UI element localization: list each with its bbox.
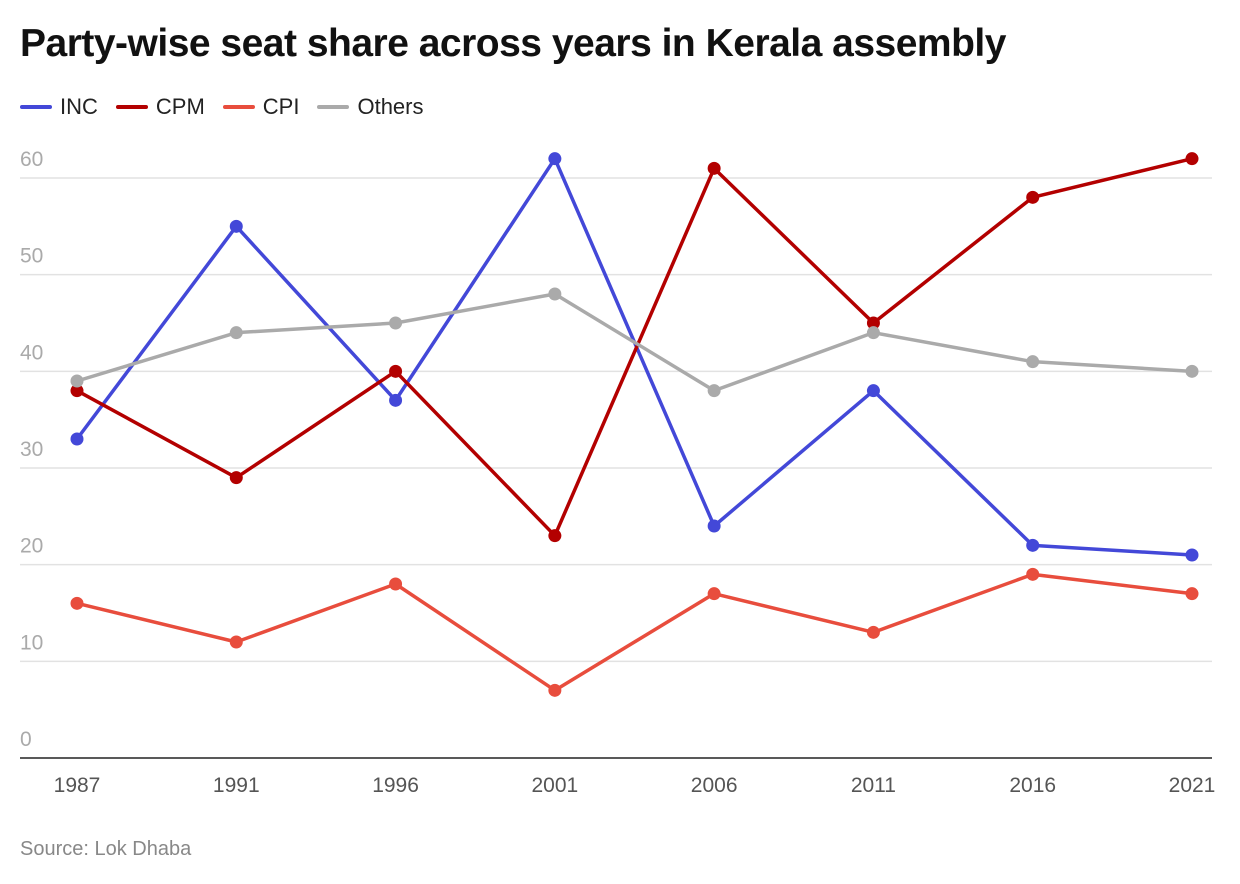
- data-point-cpi: [866, 625, 880, 639]
- legend-item-others: Others: [317, 94, 424, 120]
- legend-label: CPI: [262, 94, 300, 119]
- data-point-cpi: [70, 596, 84, 610]
- data-point-cpm: [707, 161, 721, 175]
- data-point-cpi: [229, 635, 243, 649]
- data-point-cpm: [389, 364, 403, 378]
- legend-label: INC: [60, 94, 98, 119]
- y-tick-label: 60: [20, 148, 43, 171]
- data-point-others: [548, 287, 562, 301]
- data-point-cpm: [866, 316, 880, 330]
- data-point-others: [707, 384, 721, 398]
- x-tick-label: 1987: [54, 774, 101, 797]
- data-point-others: [229, 326, 243, 340]
- data-point-inc: [866, 384, 880, 398]
- source-note: Source: Lok Dhaba: [20, 838, 192, 860]
- y-tick-label: 10: [20, 631, 43, 654]
- y-tick-label: 30: [20, 438, 43, 461]
- legend: INC CPM CPI Others: [20, 94, 424, 120]
- data-point-inc: [548, 152, 562, 166]
- y-tick-label: 40: [20, 341, 43, 364]
- data-point-others: [1185, 364, 1199, 378]
- data-point-inc: [229, 219, 243, 233]
- series-line-others: [76, 292, 1193, 393]
- data-point-inc: [707, 519, 721, 533]
- y-tick-label: 50: [20, 245, 43, 268]
- legend-label: Others: [357, 94, 424, 119]
- x-tick-label: 2011: [851, 774, 896, 797]
- legend-item-cpm: CPM: [115, 94, 205, 120]
- series-line-inc: [75, 156, 1193, 557]
- x-tick-label: 1991: [213, 774, 260, 797]
- data-point-inc: [389, 393, 403, 407]
- legend-swatch: [20, 105, 52, 109]
- y-tick-label: 0: [20, 728, 32, 751]
- series-line-cpi: [76, 572, 1193, 693]
- y-tick-label: 20: [20, 535, 43, 558]
- data-point-inc: [1026, 538, 1040, 552]
- x-tick-label: 2016: [1009, 774, 1056, 797]
- data-point-cpi: [1026, 567, 1040, 581]
- data-point-inc: [1185, 548, 1199, 562]
- data-point-cpi: [1185, 587, 1199, 601]
- legend-item-inc: INC: [20, 94, 98, 120]
- data-point-cpm: [1026, 190, 1040, 204]
- legend-swatch: [317, 105, 350, 109]
- data-point-cpm: [1185, 152, 1199, 166]
- data-point-others: [70, 374, 84, 388]
- x-tick-label: 1996: [372, 774, 419, 797]
- data-point-others: [866, 326, 880, 340]
- data-point-cpi: [707, 587, 721, 601]
- data-point-inc: [70, 432, 84, 446]
- x-tick-label: 2006: [691, 774, 738, 797]
- legend-swatch: [115, 105, 148, 109]
- data-point-cpm: [229, 471, 243, 485]
- data-point-cpm: [548, 529, 562, 543]
- data-point-others: [389, 316, 403, 330]
- x-tick-label: 2021: [1169, 774, 1216, 797]
- data-point-others: [1026, 355, 1040, 369]
- legend-label: CPM: [155, 94, 205, 119]
- legend-item-cpi: CPI: [222, 94, 300, 120]
- chart-title: Party-wise seat share across years in Ke…: [20, 22, 1006, 65]
- series-line-cpm: [76, 156, 1193, 538]
- data-point-cpm: [70, 384, 84, 398]
- x-tick-label: 2001: [531, 774, 578, 797]
- data-point-cpi: [389, 577, 403, 591]
- data-point-cpi: [548, 683, 562, 697]
- legend-swatch: [222, 105, 255, 109]
